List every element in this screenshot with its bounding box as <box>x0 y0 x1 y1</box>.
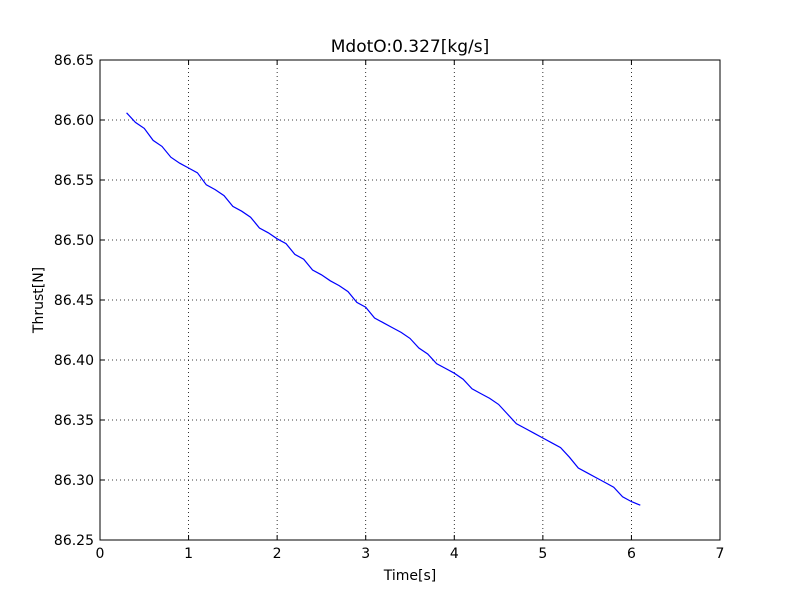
x-tick-label: 5 <box>538 546 547 562</box>
series-line <box>126 112 641 506</box>
y-tick-label: 86.45 <box>54 293 94 309</box>
x-tick-label: 3 <box>361 546 370 562</box>
x-tick-label: 2 <box>273 546 282 562</box>
x-tick-labels: 0 1 2 3 4 5 6 7 <box>96 546 725 562</box>
y-tick-label: 86.30 <box>54 473 94 489</box>
x-tick-label: 4 <box>450 546 459 562</box>
axis-ticks <box>99 59 721 541</box>
y-tick-labels: 86.25 86.30 86.35 86.40 86.45 86.50 86.55 86.60… <box>54 53 94 549</box>
x-tick-label: 0 <box>96 546 105 562</box>
y-tick-label: 86.40 <box>54 353 94 369</box>
x-tick-label: 1 <box>184 546 193 562</box>
chart-title: MdotO:0.327[kg/s] <box>331 37 490 57</box>
x-axis-label: Time[s] <box>383 568 436 584</box>
x-tick-label: 7 <box>716 546 725 562</box>
x-tick-label: 6 <box>627 546 636 562</box>
y-tick-label: 86.35 <box>54 413 94 429</box>
y-tick-label: 86.55 <box>54 173 94 189</box>
y-tick-label: 86.65 <box>54 53 94 69</box>
y-axis-label: Thrust[N] <box>31 267 47 334</box>
series-layer <box>126 112 641 506</box>
y-tick-label: 86.50 <box>54 233 94 249</box>
y-tick-label: 86.60 <box>54 113 94 129</box>
y-tick-label: 86.25 <box>54 533 94 549</box>
